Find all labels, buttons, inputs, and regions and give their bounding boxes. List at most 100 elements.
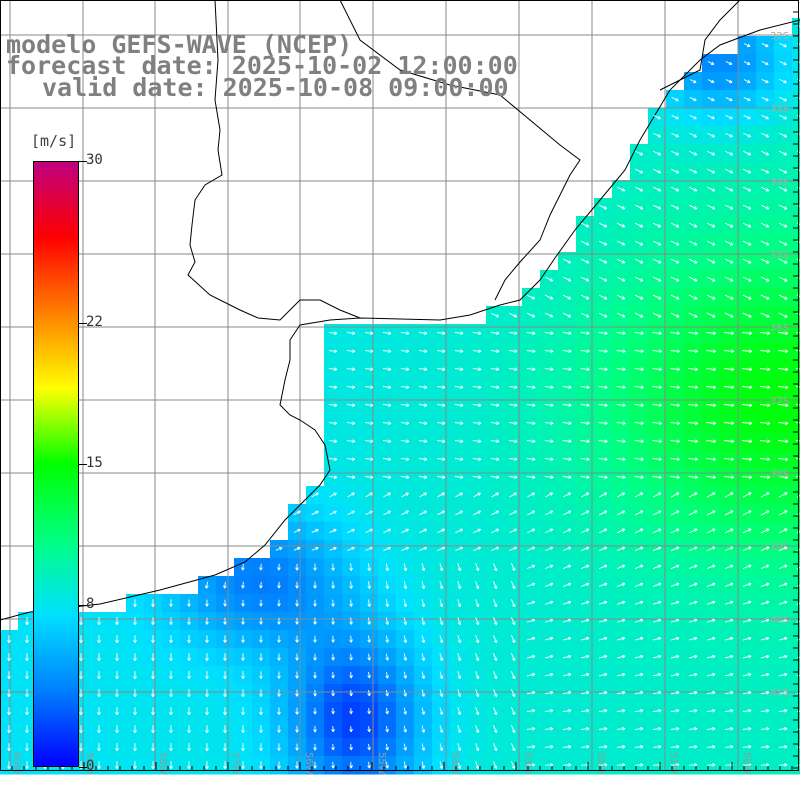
latitude-label: 35S bbox=[770, 250, 789, 261]
wind-arrow bbox=[454, 403, 464, 407]
wind-arrow bbox=[151, 599, 155, 607]
wind-arrow bbox=[187, 761, 191, 770]
wind-cell bbox=[792, 450, 800, 469]
wind-arrow bbox=[580, 312, 590, 318]
wind-arrow bbox=[295, 671, 299, 679]
wind-arrow bbox=[723, 385, 735, 390]
wind-arrow bbox=[277, 761, 281, 769]
wind-arrow bbox=[778, 294, 788, 300]
wind-arrow bbox=[421, 563, 426, 572]
wind-arrow bbox=[760, 672, 770, 677]
wind-arrow bbox=[562, 582, 572, 587]
wind-arrow bbox=[349, 563, 353, 571]
wind-arrow bbox=[760, 690, 770, 695]
wind-arrow bbox=[670, 564, 680, 570]
wind-arrow bbox=[723, 403, 735, 408]
wind-arrow bbox=[581, 276, 590, 282]
wind-arrow bbox=[598, 439, 608, 444]
wind-arrow bbox=[526, 690, 536, 695]
wind-arrow bbox=[598, 385, 608, 390]
wind-arrow bbox=[742, 618, 752, 623]
wind-arrow bbox=[671, 186, 680, 192]
wind-arrow bbox=[331, 653, 335, 661]
wind-arrow bbox=[79, 653, 83, 662]
wind-arrow bbox=[634, 367, 644, 372]
latitude-label: 37S bbox=[770, 396, 789, 407]
wind-arrow bbox=[670, 312, 680, 318]
wind-arrow bbox=[526, 331, 536, 335]
wind-arrow bbox=[580, 636, 590, 641]
wind-arrow bbox=[707, 97, 715, 102]
wind-arrow bbox=[349, 671, 353, 679]
wind-cell bbox=[792, 234, 800, 253]
wind-arrow bbox=[563, 564, 572, 569]
longitude-label: 57W bbox=[230, 752, 241, 775]
wind-arrow bbox=[670, 726, 680, 731]
wind-arrow bbox=[706, 600, 716, 605]
wind-arrow bbox=[421, 689, 426, 697]
wind-arrow bbox=[562, 745, 572, 749]
wind-arrow bbox=[457, 563, 462, 572]
wind-arrow bbox=[670, 349, 680, 354]
wind-arrow bbox=[454, 349, 464, 353]
wind-arrow bbox=[760, 222, 770, 228]
wind-arrow bbox=[616, 367, 626, 372]
wind-arrow bbox=[653, 132, 661, 138]
wind-arrow bbox=[277, 689, 281, 697]
wind-arrow bbox=[331, 726, 335, 733]
wind-cell bbox=[792, 756, 800, 775]
wind-arrow bbox=[688, 654, 698, 659]
wind-arrow bbox=[742, 222, 752, 228]
wind-arrow bbox=[277, 725, 281, 733]
wind-arrow bbox=[472, 367, 482, 371]
wind-arrow bbox=[293, 510, 301, 516]
wind-arrow bbox=[706, 546, 716, 552]
wind-arrow bbox=[526, 654, 536, 659]
wind-arrow bbox=[724, 745, 734, 749]
wind-arrow bbox=[706, 258, 716, 264]
wind-arrow bbox=[670, 672, 680, 677]
wind-arrow bbox=[760, 331, 771, 336]
wind-arrow bbox=[259, 743, 263, 751]
wind-arrow bbox=[634, 582, 644, 587]
wind-arrow bbox=[133, 635, 137, 644]
wind-arrow bbox=[652, 421, 662, 426]
wind-arrow bbox=[779, 78, 787, 84]
wind-arrow bbox=[761, 132, 770, 138]
wind-arrow bbox=[634, 385, 644, 390]
wind-arrow bbox=[133, 671, 137, 680]
wind-arrow bbox=[115, 689, 119, 698]
wind-arrow bbox=[79, 707, 83, 716]
wind-arrow bbox=[777, 403, 789, 408]
wind-arrow bbox=[313, 689, 317, 697]
wind-arrow bbox=[187, 707, 191, 716]
wind-arrow bbox=[455, 510, 463, 516]
wind-arrow bbox=[169, 707, 173, 716]
wind-arrow bbox=[671, 168, 680, 174]
wind-arrow bbox=[670, 654, 680, 659]
wind-arrow bbox=[475, 689, 480, 698]
wind-arrow bbox=[347, 385, 356, 389]
wind-arrow bbox=[652, 276, 662, 282]
wind-cell bbox=[792, 72, 800, 91]
wind-arrow bbox=[795, 440, 800, 442]
wind-arrow bbox=[169, 617, 173, 625]
wind-arrow bbox=[455, 528, 464, 534]
wind-arrow bbox=[382, 331, 392, 335]
colorbar-tick-label: 30 bbox=[86, 152, 103, 168]
wind-arrow bbox=[526, 672, 536, 677]
wind-arrow bbox=[778, 331, 789, 336]
wind-arrow bbox=[241, 743, 245, 752]
longitude-label: 55W bbox=[376, 752, 387, 775]
wind-arrow bbox=[670, 763, 680, 767]
wind-arrow bbox=[761, 61, 769, 66]
wind-arrow bbox=[598, 349, 608, 354]
wind-arrow bbox=[670, 690, 680, 695]
wind-arrow bbox=[475, 581, 480, 590]
wind-arrow bbox=[259, 653, 263, 661]
wind-arrow bbox=[527, 312, 536, 318]
wind-arrow bbox=[616, 690, 626, 695]
coastline bbox=[0, 19, 800, 621]
wind-arrow bbox=[544, 745, 554, 749]
